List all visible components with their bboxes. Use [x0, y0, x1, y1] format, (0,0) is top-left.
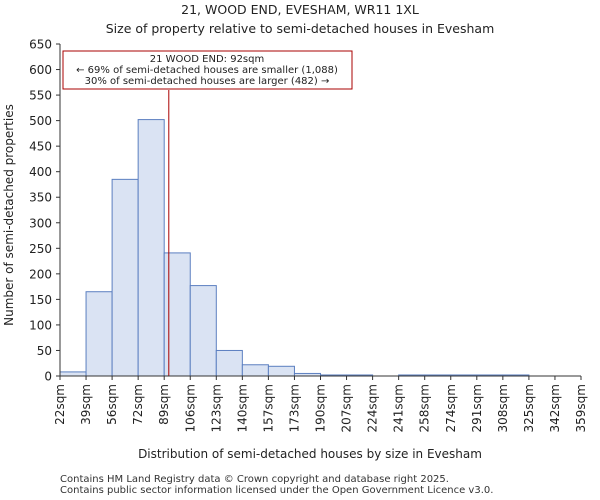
y-tick-label: 500 [29, 114, 52, 128]
x-tick-label: 123sqm [209, 384, 223, 432]
x-tick-label: 258sqm [418, 384, 432, 432]
footer-line-2: Contains public sector information licen… [60, 485, 494, 496]
y-tick-label: 400 [29, 165, 52, 179]
x-tick-label: 157sqm [261, 384, 275, 432]
x-tick-label: 56sqm [105, 384, 119, 425]
x-tick-label: 308sqm [496, 384, 510, 432]
y-tick-label: 150 [29, 293, 52, 307]
bar-56sqm [111, 178, 139, 377]
x-tick-label: 241sqm [392, 384, 406, 432]
y-tick-label: 350 [29, 191, 52, 205]
bars-group [59, 119, 530, 377]
x-tick-label: 342sqm [548, 384, 562, 432]
bar-140sqm [241, 364, 269, 377]
chart-title-line2: Size of property relative to semi-detach… [106, 21, 495, 36]
annotation-border [62, 50, 353, 90]
footer-line-1: Contains HM Land Registry data © Crown c… [60, 474, 449, 485]
y-ticks-group: 0 50 100 150 200 250 300 350 400 450 500 550 600 650 [29, 38, 60, 384]
chart-title-line1: 21, WOOD END, EVESHAM, WR11 1XL [181, 2, 419, 17]
bar-39sqm [85, 291, 113, 377]
y-axis-label: Number of semi-detached properties [2, 104, 16, 326]
x-tick-label: 190sqm [314, 384, 328, 432]
x-tick-label: 39sqm [79, 384, 93, 425]
y-tick-label: 450 [29, 140, 52, 154]
x-axis-label: Distribution of semi-detached houses by … [138, 447, 482, 461]
x-tick-label: 72sqm [131, 384, 145, 425]
bar-72sqm [137, 119, 165, 377]
x-tick-label: 22sqm [53, 384, 67, 425]
y-tick-label: 0 [44, 370, 52, 384]
x-tick-label: 224sqm [366, 384, 380, 432]
x-tick-label: 207sqm [340, 384, 354, 432]
x-tick-label: 106sqm [183, 384, 197, 432]
x-tick-label: 291sqm [470, 384, 484, 432]
bar-22sqm [59, 371, 87, 377]
x-tick-label: 173sqm [287, 384, 301, 432]
y-tick-label: 650 [29, 38, 52, 52]
bar-157sqm [267, 365, 295, 377]
y-tick-label: 100 [29, 318, 52, 332]
annotation-line-3: 30% of semi-detached houses are larger (… [85, 76, 330, 87]
annotation-line-1: 21 WOOD END: 92sqm [150, 54, 264, 65]
y-tick-label: 600 [29, 63, 52, 77]
x-tick-label: 325sqm [522, 384, 536, 432]
x-tick-label: 140sqm [235, 384, 249, 432]
bar-106sqm [189, 285, 217, 377]
x-ticks-group: 22sqm 39sqm 56sqm 72sqm 89sqm 106sqm 123sqm 140… [53, 376, 588, 432]
annotation-line-2: ← 69% of semi-detached houses are smalle… [76, 65, 338, 76]
y-tick-label: 200 [29, 267, 52, 281]
bar-89sqm [163, 252, 191, 377]
x-tick-label: 359sqm [574, 384, 588, 432]
y-tick-label: 250 [29, 242, 52, 256]
annotation-box: 21 WOOD END: 92sqm ← 69% of semi-detache… [62, 50, 353, 90]
x-tick-label: 89sqm [157, 384, 171, 425]
y-tick-label: 300 [29, 216, 52, 230]
y-tick-label: 50 [37, 344, 52, 358]
bar-123sqm [215, 349, 243, 377]
x-tick-label: 274sqm [444, 384, 458, 432]
y-tick-label: 550 [29, 89, 52, 103]
